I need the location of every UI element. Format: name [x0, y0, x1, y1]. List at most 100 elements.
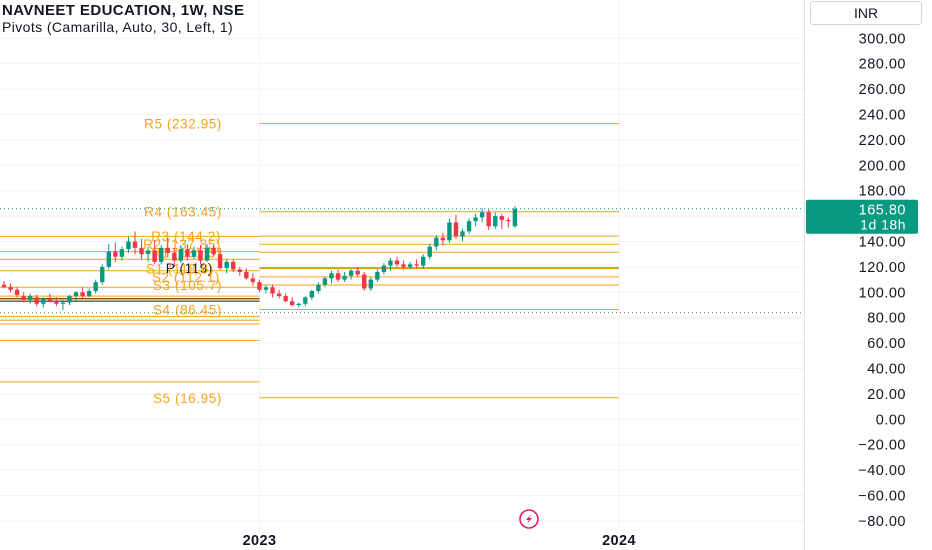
- symbol-title[interactable]: NAVNEET EDUCATION, 1W, NSE: [2, 2, 245, 19]
- candle-body: [453, 222, 459, 237]
- reference-lines: [0, 208, 804, 314]
- candle-down: [14, 287, 20, 298]
- price-tick-label: 120.00: [859, 260, 906, 276]
- candle-body: [73, 292, 79, 297]
- candle-body: [80, 292, 85, 297]
- candle-body: [113, 251, 118, 257]
- price-tick-label: 300.00: [859, 31, 906, 47]
- candle-body: [460, 231, 465, 237]
- candle-down: [290, 297, 295, 307]
- candle-up: [263, 284, 269, 294]
- candle-up: [159, 245, 164, 265]
- candle-down: [237, 266, 242, 276]
- currency-button[interactable]: INR: [810, 1, 922, 25]
- candle-body: [1, 284, 7, 288]
- candle-body: [381, 265, 387, 272]
- candle-up: [106, 244, 111, 270]
- candle-up: [119, 246, 125, 261]
- candle-body: [119, 249, 125, 257]
- candle-down: [21, 292, 26, 303]
- candle-up: [493, 212, 498, 229]
- price-tick-label: 240.00: [859, 108, 906, 124]
- candle-up: [316, 282, 321, 294]
- candle-up: [348, 269, 354, 280]
- candle-body: [237, 269, 242, 272]
- candle-body: [473, 217, 478, 222]
- candle-body: [34, 297, 39, 304]
- price-axis[interactable]: 300.00 280.00 260.00 240.00 220.00 200.00 180.…: [858, 31, 906, 530]
- candle-body: [250, 278, 256, 283]
- indicator-title[interactable]: Pivots (Camarilla, Auto, 30, Left, 1): [2, 19, 234, 35]
- candle-body: [427, 246, 432, 257]
- candle-down: [355, 266, 360, 278]
- candle-body: [309, 291, 315, 298]
- candle-up: [460, 228, 465, 242]
- candle-down: [362, 271, 367, 292]
- candle-up: [126, 236, 131, 253]
- candle-body: [217, 254, 223, 269]
- candle-body: [139, 247, 144, 255]
- candle-down: [414, 259, 419, 269]
- time-tick-label: 2023: [243, 533, 277, 549]
- pivot-label: S3 (105.7): [153, 278, 222, 293]
- price-tick-label: −80.00: [858, 514, 906, 530]
- pivot-label: S2 (112.1): [152, 270, 220, 285]
- candle-body: [172, 252, 177, 261]
- price-tick-label: 220.00: [859, 133, 906, 149]
- candle-body: [322, 278, 328, 285]
- pivot-label: S1 (118.6): [146, 262, 214, 277]
- candle-body: [14, 289, 20, 295]
- candle-body: [355, 270, 360, 275]
- candle-up: [60, 299, 66, 311]
- candle-up: [309, 289, 315, 300]
- tradingview-logo[interactable]: [519, 509, 539, 529]
- candle-up: [178, 245, 184, 264]
- candle-down: [506, 217, 511, 228]
- candle-up: [145, 246, 151, 262]
- current-pivot-levels: R5 (232.95)R4 (163.45)R3 (144.2)R2 (137.…: [143, 116, 619, 406]
- candle-body: [440, 237, 446, 241]
- candle-down: [401, 260, 406, 270]
- candle-body: [316, 284, 321, 292]
- candle-body: [145, 250, 151, 255]
- time-axis[interactable]: 2023 2024: [243, 533, 636, 549]
- grid-lines: [0, 0, 805, 550]
- candle-down: [47, 293, 53, 303]
- candle-up: [329, 270, 334, 284]
- candle-up: [466, 218, 472, 234]
- candle-down: [250, 273, 256, 286]
- price-tick-label: 100.00: [859, 285, 906, 301]
- candle-body: [132, 241, 138, 248]
- candle-body: [447, 222, 452, 241]
- candle-up: [342, 271, 347, 283]
- candle-down: [257, 279, 262, 293]
- candle-up: [381, 263, 387, 275]
- candle-body: [296, 303, 301, 305]
- candle-down: [486, 209, 491, 231]
- candle-body: [283, 296, 288, 302]
- candlestick-series: [1, 205, 518, 311]
- candle-body: [152, 250, 157, 262]
- candle-body: [204, 247, 210, 261]
- candle-up: [67, 294, 72, 305]
- candle-down: [453, 214, 459, 239]
- candle-body: [191, 250, 197, 257]
- candle-body: [342, 275, 347, 280]
- candle-body: [388, 260, 393, 266]
- candle-up: [473, 213, 478, 227]
- candle-down: [211, 245, 216, 257]
- candle-body: [231, 261, 236, 270]
- candle-down: [217, 247, 223, 270]
- candle-body: [8, 287, 13, 290]
- candle-down: [270, 284, 275, 298]
- candle-up: [204, 244, 210, 262]
- time-tick-label: 2024: [602, 533, 636, 549]
- candle-body: [375, 271, 380, 280]
- candle-body: [165, 247, 170, 253]
- pivot-label: S4 (86.45): [153, 303, 222, 318]
- candle-down: [198, 245, 203, 265]
- candle-up: [427, 244, 432, 260]
- candle-body: [178, 249, 184, 261]
